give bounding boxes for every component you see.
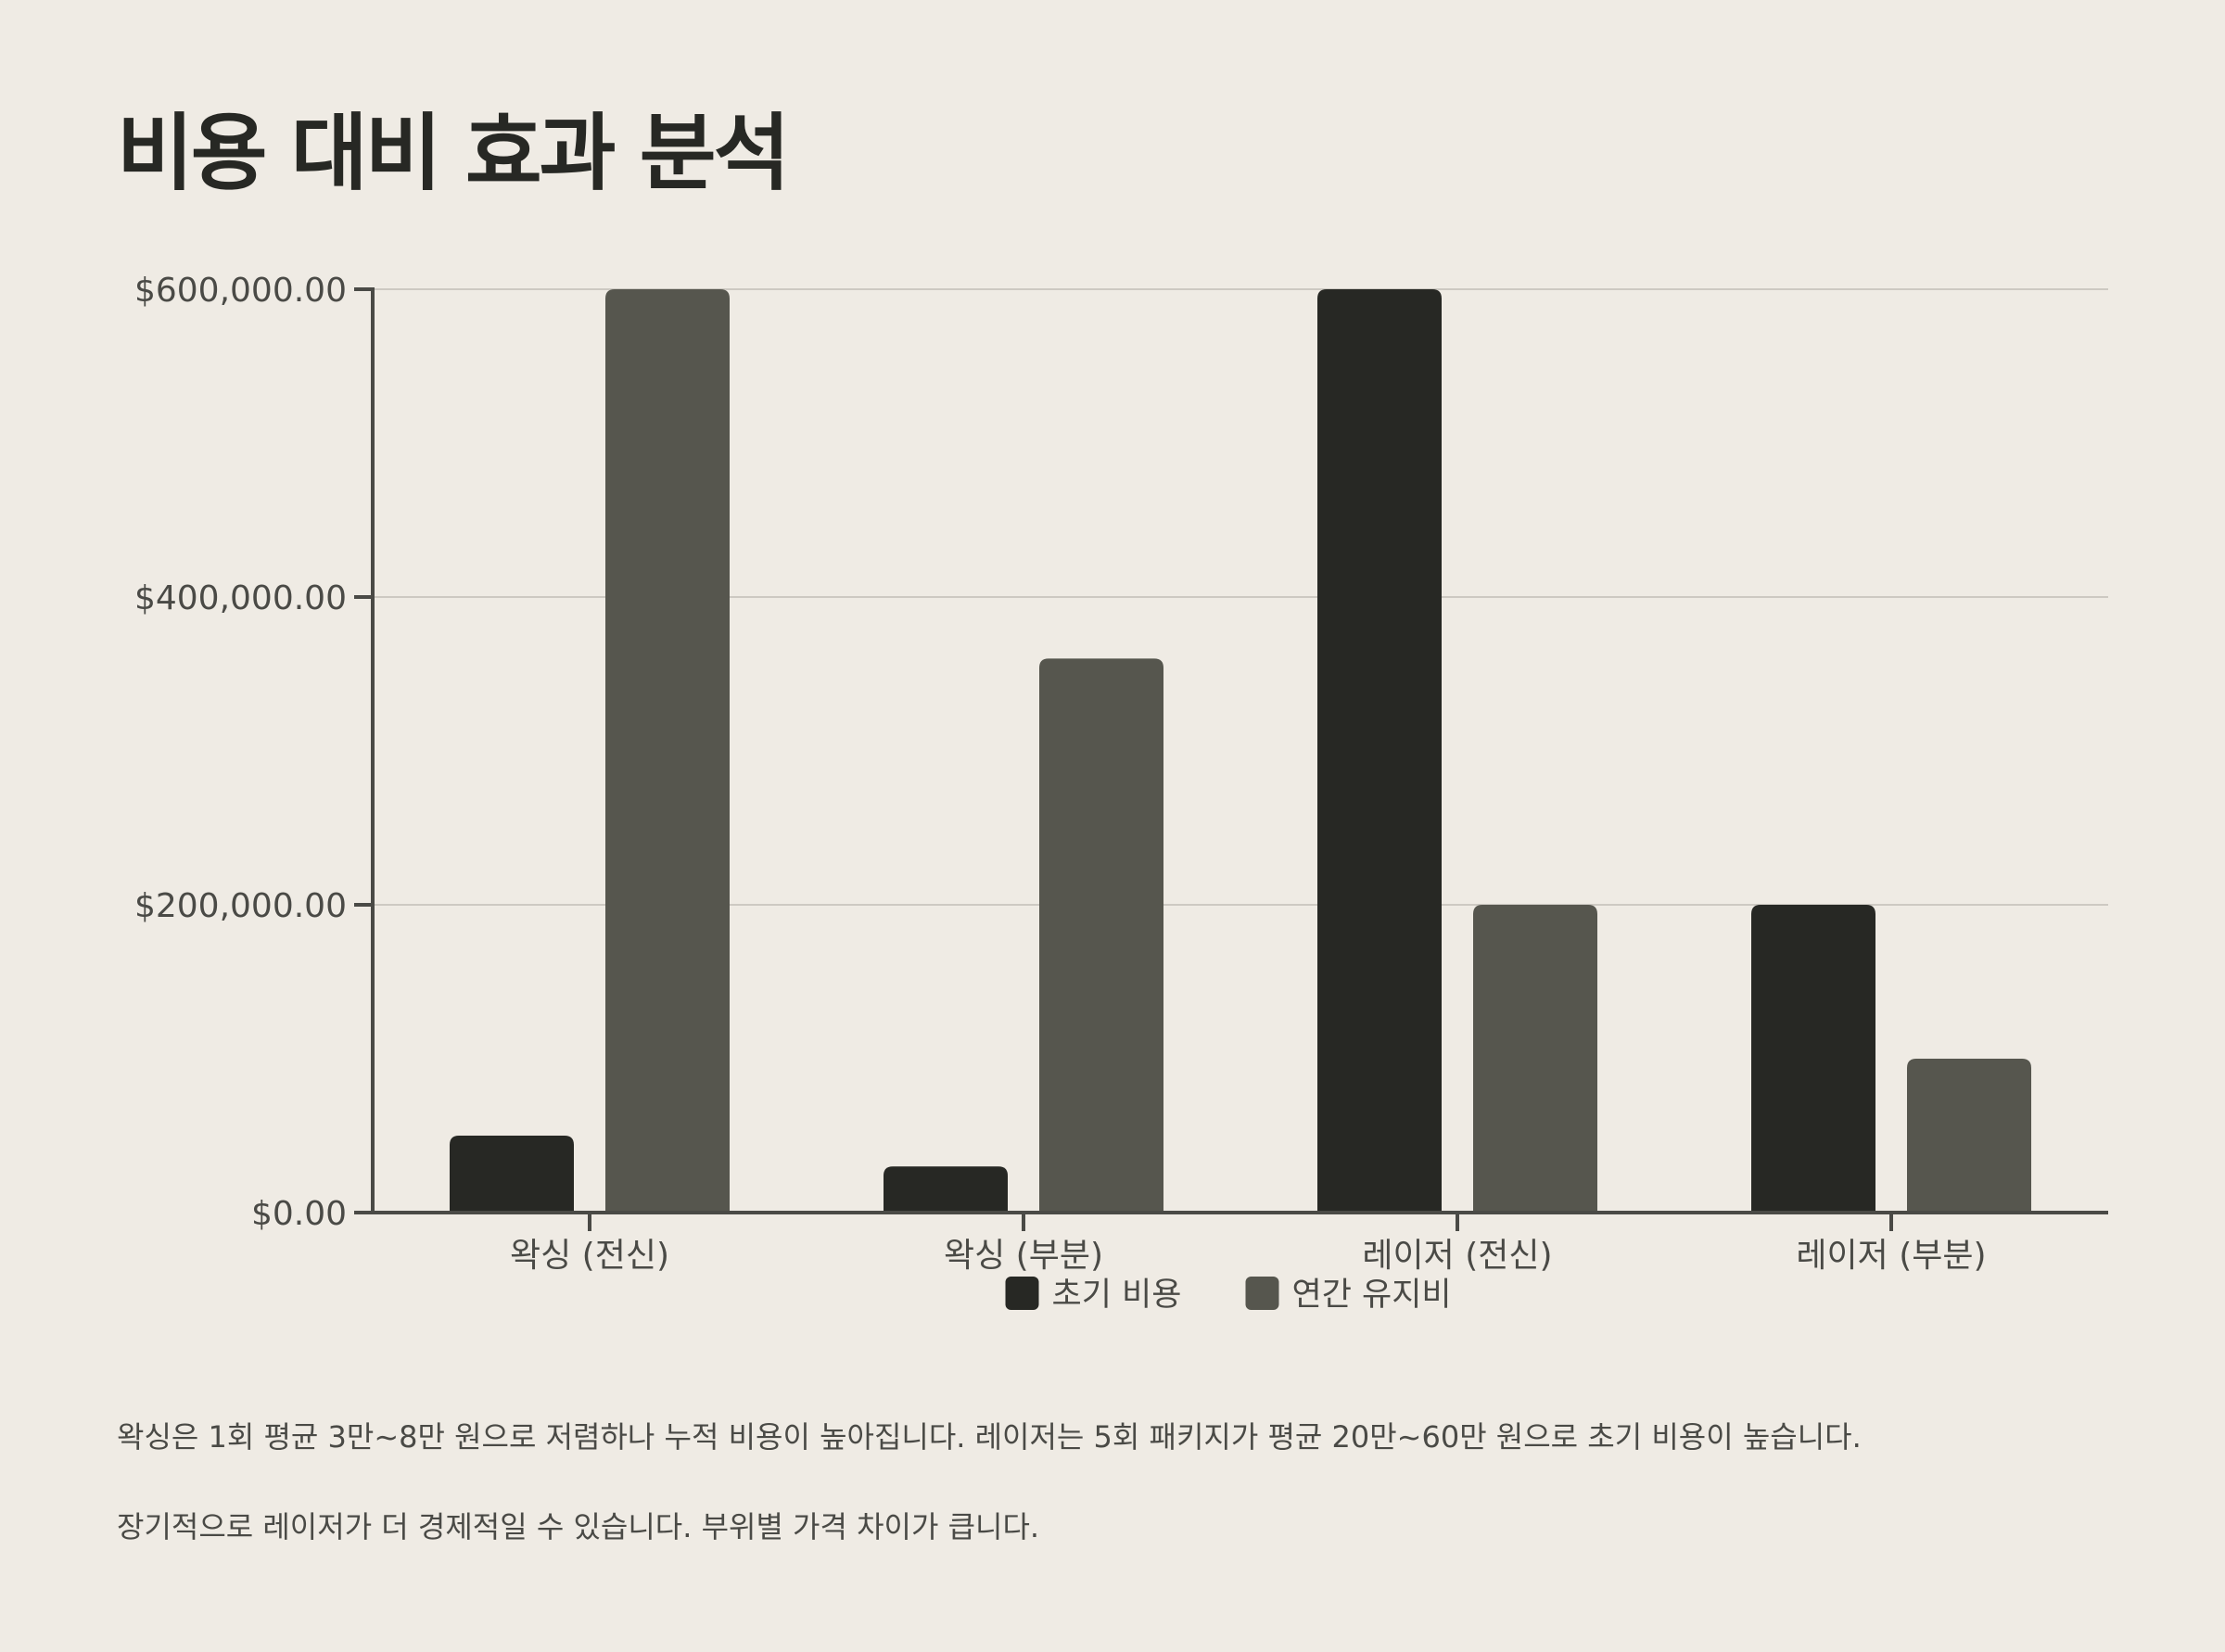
bar: [1039, 658, 1163, 1213]
legend-label: 연간 유지비: [1292, 1277, 1452, 1314]
note-line-2: 장기적으로 레이저가 더 경제적일 수 있습니다. 부위별 가격 차이가 큽니다…: [117, 1509, 1040, 1544]
bar: [884, 1166, 1008, 1213]
legend-swatch: [1005, 1277, 1039, 1310]
bar-chart: $0.00 $200,000.00 $400,000.00 $600,000.00 왁싱…: [134, 272, 2108, 1314]
x-tick-label: 레이저 (전신): [1362, 1237, 1552, 1275]
page-title: 비용 대비 효과 분석: [117, 105, 790, 202]
chart-notes: 왁싱은 1회 평균 3만~8만 원으로 저렴하나 누적 비용이 높아집니다. 레…: [117, 1418, 2110, 1545]
y-tick-label: $600,000.00: [134, 272, 347, 310]
y-tick-label: $0.00: [251, 1195, 347, 1233]
bar: [1473, 905, 1597, 1213]
bar: [1907, 1059, 2031, 1213]
bar: [605, 289, 730, 1213]
x-tick-label: 왁싱 (전신): [510, 1237, 669, 1275]
y-tick-label: $200,000.00: [134, 887, 347, 925]
chart-legend: 초기 비용 연간 유지비: [1005, 1277, 1452, 1314]
chart-bars: [450, 289, 2031, 1213]
x-tick-label: 레이저 (부분): [1796, 1237, 1986, 1275]
note-line-1: 왁싱은 1회 평균 3만~8만 원으로 저렴하나 누적 비용이 높아집니다. 레…: [117, 1419, 1862, 1455]
bar: [1317, 289, 1442, 1213]
legend-swatch: [1245, 1277, 1279, 1310]
x-tick-label: 왁싱 (부분): [944, 1237, 1103, 1275]
bar: [1751, 905, 1875, 1213]
y-tick-label: $400,000.00: [134, 579, 347, 617]
bar: [450, 1136, 574, 1213]
legend-label: 초기 비용: [1052, 1277, 1182, 1314]
chart-axes: $0.00 $200,000.00 $400,000.00 $600,000.00 왁싱…: [134, 272, 2108, 1275]
